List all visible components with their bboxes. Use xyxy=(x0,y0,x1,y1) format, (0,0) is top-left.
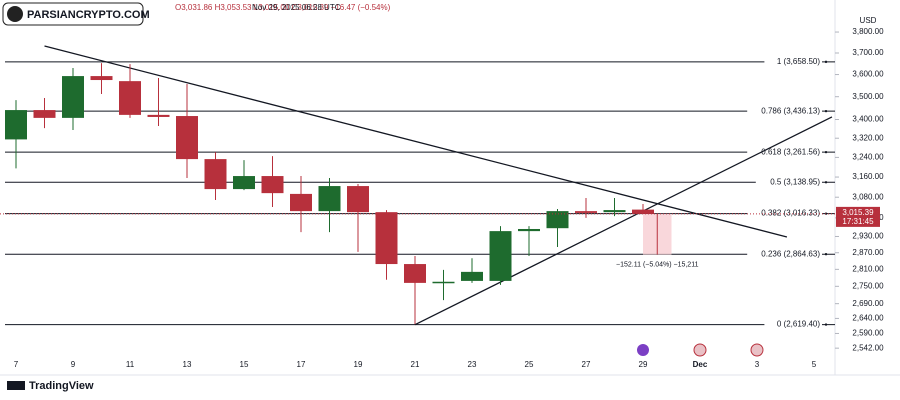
ohlc-header: O3,031.86 H3,053.53 L3,015.00 C3,015.39 … xyxy=(175,3,391,12)
x-tick-label: 17 xyxy=(297,360,306,369)
candle-body xyxy=(432,281,455,284)
x-tick-label: 5 xyxy=(812,360,817,369)
fib-dot xyxy=(824,323,828,326)
watermark-box xyxy=(2,2,144,26)
fib-label: 0.236 (2,864.63) xyxy=(761,249,820,258)
candle-body xyxy=(290,193,312,212)
candle-body xyxy=(518,228,540,232)
last-price-box xyxy=(836,206,880,227)
y-tick-label: 2,870.00 xyxy=(852,248,884,257)
logo-icon xyxy=(7,381,25,390)
candle-body xyxy=(461,271,483,281)
trend-line xyxy=(414,116,833,326)
y-tick-label: 3,500.00 xyxy=(852,92,884,101)
x-tick-label: 29 xyxy=(639,360,648,369)
candle-body xyxy=(90,76,113,81)
y-tick-label: 2,542.00 xyxy=(852,343,884,352)
measure-label: −152.11 (−5.04%) −15,211 xyxy=(616,261,699,268)
fib-dot xyxy=(824,109,828,113)
candle-body xyxy=(62,76,84,118)
candle-body xyxy=(261,176,284,194)
y-tick-label: 3,240.00 xyxy=(852,153,884,162)
y-tick-label: 3,160.00 xyxy=(852,172,884,181)
x-tick-label: 21 xyxy=(411,360,420,369)
last-price: 3,015.39 xyxy=(842,208,874,217)
logo: TradingView xyxy=(29,380,94,392)
fib-label-bg xyxy=(764,56,822,67)
candle-body xyxy=(233,176,255,190)
y-tick-label: 2,810.00 xyxy=(852,264,884,273)
fib-label-bg xyxy=(755,177,822,188)
y-tick-label: 3,800.00 xyxy=(852,27,884,36)
fib-label: 0.618 (3,261.56) xyxy=(761,147,820,156)
y-tick-label: 3,080.00 xyxy=(852,192,884,201)
candle-body xyxy=(119,81,141,115)
date-header: Nov 29, 2025 06:28 UTC xyxy=(252,3,341,12)
x-tick-label: 13 xyxy=(183,360,192,369)
fib-label-bg xyxy=(747,208,822,219)
event-icon xyxy=(750,343,764,357)
candle-body xyxy=(546,211,569,229)
fib-label: 0.382 (3,016.33) xyxy=(761,209,820,218)
candle-body xyxy=(176,116,198,160)
fib-label-bg xyxy=(764,319,822,330)
fib-dot xyxy=(824,181,828,184)
y-tick-label: 3,320.00 xyxy=(852,133,884,142)
watermark: PARSIANCRYPTO.COM xyxy=(27,9,150,21)
event-icon xyxy=(693,343,707,357)
fib-dot xyxy=(824,60,828,64)
fib-label-bg xyxy=(747,106,822,117)
x-tick-label: 9 xyxy=(71,360,76,369)
countdown: 17:31:45 xyxy=(842,217,874,226)
x-tick-label: 15 xyxy=(240,360,249,369)
candle-body xyxy=(5,110,27,140)
candle-body xyxy=(575,211,597,213)
trend-line xyxy=(44,45,788,238)
y-tick-label: 2,640.00 xyxy=(852,314,884,323)
fib-dot xyxy=(824,253,828,256)
watermark-icon xyxy=(7,6,23,22)
event-icon xyxy=(637,344,649,356)
x-tick-label: 27 xyxy=(582,360,591,369)
currency: USD xyxy=(860,16,877,25)
fib-label: 0 (2,619.40) xyxy=(777,320,820,329)
candle-body xyxy=(489,231,512,281)
candle-body xyxy=(347,186,369,213)
candle-body xyxy=(603,210,626,213)
candle-body xyxy=(33,110,56,118)
x-tick-label: 7 xyxy=(14,360,19,369)
y-tick-label: 3,700.00 xyxy=(852,48,884,57)
fib-label: 0.5 (3,138.95) xyxy=(770,177,820,186)
y-tick-label: 2,590.00 xyxy=(852,329,884,338)
candle-body xyxy=(147,114,170,117)
x-tick-label: 23 xyxy=(468,360,477,369)
x-tick-label: 25 xyxy=(525,360,534,369)
x-tick-label: 11 xyxy=(126,360,135,369)
fib-dot xyxy=(824,150,828,154)
candle-body xyxy=(632,209,654,214)
candle-body xyxy=(318,186,341,212)
y-tick-label: 3,400.00 xyxy=(852,115,884,124)
y-tick-label: 2,750.00 xyxy=(852,281,884,290)
x-tick-label: 3 xyxy=(755,360,760,369)
fib-label: 1 (3,658.50) xyxy=(777,57,820,66)
fib-label-bg xyxy=(747,249,822,260)
candle-body xyxy=(404,264,426,283)
x-tick-label: Dec xyxy=(693,360,708,369)
y-tick-label: 2,930.00 xyxy=(852,232,884,241)
y-tick-label: 3,600.00 xyxy=(852,70,884,79)
fib-label: 0.786 (3,436.13) xyxy=(761,106,820,115)
x-tick-label: 19 xyxy=(354,360,363,369)
y-tick-label: 2,690.00 xyxy=(852,299,884,308)
fib-label-bg xyxy=(747,147,822,158)
candle-body xyxy=(375,212,398,265)
candle-body xyxy=(204,159,227,190)
